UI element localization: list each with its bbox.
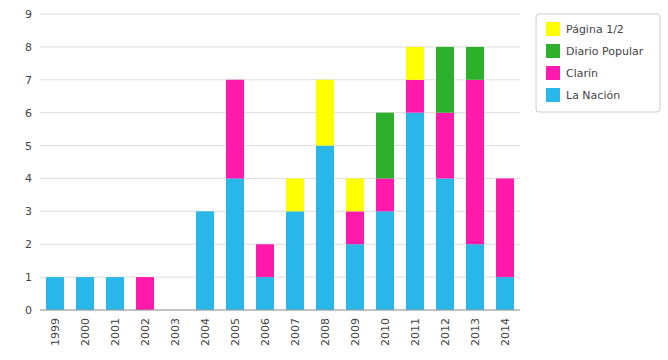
bar-segment bbox=[376, 178, 394, 211]
legend: Página 1/2 Diario Popular Clarín La Nación bbox=[536, 14, 660, 112]
y-tick-label: 0 bbox=[25, 304, 32, 317]
bar-segment bbox=[406, 47, 424, 80]
legend-swatch bbox=[546, 88, 560, 102]
bar-segment bbox=[196, 211, 214, 212]
bar-segment bbox=[436, 113, 454, 179]
bar-segment bbox=[196, 211, 214, 212]
chart: 0 1 2 3 4 5 6 7 8 9 1999 2000 2001 2002 2003 2004 2005 20… bbox=[0, 0, 668, 360]
legend-label: Página 1/2 bbox=[566, 23, 624, 36]
bar-segment bbox=[106, 277, 124, 310]
bar-segment bbox=[76, 277, 94, 278]
x-tick-label: 2003 bbox=[169, 318, 182, 346]
y-tick-label: 5 bbox=[25, 140, 32, 153]
x-tick-label: 2011 bbox=[409, 318, 422, 346]
bar-segment bbox=[376, 211, 394, 310]
x-tick-label: 2010 bbox=[379, 318, 392, 346]
y-tick-label: 9 bbox=[25, 8, 32, 21]
bar-segment bbox=[256, 244, 274, 277]
x-tick-label: 2002 bbox=[139, 318, 152, 346]
bar-segment bbox=[406, 113, 424, 310]
grid-line bbox=[40, 14, 520, 15]
bar-segment bbox=[46, 277, 64, 310]
y-tick-label: 2 bbox=[25, 238, 32, 251]
bar-segment bbox=[496, 178, 514, 179]
bar-segment bbox=[286, 178, 304, 211]
x-tick-label: 2008 bbox=[319, 318, 332, 346]
bar-segment bbox=[316, 80, 334, 146]
bar-segment bbox=[46, 277, 64, 278]
legend-label: Diario Popular bbox=[566, 45, 644, 58]
x-tick-label: 2007 bbox=[289, 318, 302, 346]
bar-segment bbox=[226, 178, 244, 310]
bar-segment bbox=[106, 277, 124, 278]
bar-segment bbox=[226, 79, 244, 80]
y-tick-label: 6 bbox=[25, 107, 32, 120]
x-tick-label: 2001 bbox=[109, 318, 122, 346]
bar-segment bbox=[196, 211, 214, 212]
y-tick-label: 8 bbox=[25, 41, 32, 54]
bar-segment bbox=[46, 277, 64, 278]
y-tick-label: 4 bbox=[25, 172, 32, 185]
y-tick-label: 3 bbox=[25, 205, 32, 218]
bar-segment bbox=[136, 277, 154, 278]
bar-segment bbox=[256, 244, 274, 245]
bar-segment bbox=[226, 79, 244, 80]
bar-segment bbox=[496, 277, 514, 310]
y-tick-label: 7 bbox=[25, 74, 32, 87]
x-tick-label: 1999 bbox=[49, 318, 62, 346]
bar-segment bbox=[436, 178, 454, 310]
bar-segment bbox=[496, 178, 514, 277]
bar-segment bbox=[106, 277, 124, 278]
bar-segment bbox=[376, 113, 394, 179]
bar-segment bbox=[286, 211, 304, 310]
legend-label: La Nación bbox=[566, 89, 620, 102]
bar-segment bbox=[76, 277, 94, 278]
legend-swatch bbox=[546, 66, 560, 80]
bar-segment bbox=[466, 46, 484, 47]
bar-segment bbox=[466, 80, 484, 244]
bar-segment bbox=[376, 112, 394, 113]
bar-segment bbox=[136, 277, 154, 310]
x-tick-label: 2012 bbox=[439, 318, 452, 346]
bar-segment bbox=[346, 211, 364, 244]
bar-segment bbox=[136, 277, 154, 278]
bar-segment bbox=[256, 244, 274, 245]
grid-line bbox=[40, 310, 520, 311]
bar-segment bbox=[436, 46, 454, 47]
bar-segment bbox=[256, 277, 274, 310]
legend-frame bbox=[536, 14, 660, 112]
chart-container: 0 1 2 3 4 5 6 7 8 9 1999 2000 2001 2002 2003 2004 2005 20… bbox=[0, 0, 668, 360]
legend-swatch bbox=[546, 22, 560, 36]
bars bbox=[46, 47, 514, 310]
y-tick-label: 1 bbox=[25, 271, 32, 284]
bar-segment bbox=[466, 47, 484, 80]
legend-label: Clarín bbox=[566, 67, 598, 80]
x-tick-label: 2014 bbox=[499, 318, 512, 346]
x-tick-label: 2013 bbox=[469, 318, 482, 346]
bar-segment bbox=[496, 178, 514, 179]
bar-segment bbox=[76, 277, 94, 310]
bar-segment bbox=[406, 80, 424, 113]
bar-segment bbox=[346, 178, 364, 211]
x-tick-label: 2004 bbox=[199, 318, 212, 346]
legend-swatch bbox=[546, 44, 560, 58]
x-tick-label: 2005 bbox=[229, 318, 242, 346]
bar-segment bbox=[106, 277, 124, 278]
x-axis-line bbox=[40, 310, 520, 311]
bar-segment bbox=[196, 211, 214, 310]
bar-segment bbox=[316, 146, 334, 310]
bar-segment bbox=[466, 244, 484, 310]
x-tick-label: 2000 bbox=[79, 318, 92, 346]
bar-segment bbox=[46, 277, 64, 278]
bar-segment bbox=[436, 47, 454, 113]
bar-segment bbox=[76, 277, 94, 278]
grid bbox=[40, 14, 520, 310]
x-tick-label: 2009 bbox=[349, 318, 362, 346]
bar-segment bbox=[226, 80, 244, 179]
x-tick-label: 2006 bbox=[259, 318, 272, 346]
bar-segment bbox=[346, 244, 364, 310]
